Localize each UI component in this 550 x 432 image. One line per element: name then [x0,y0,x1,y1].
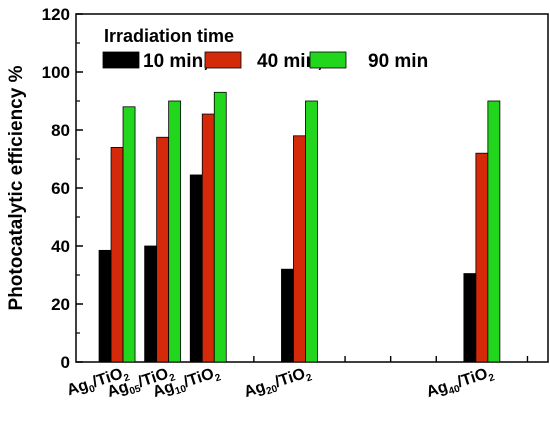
y-tick-label: 20 [51,295,70,314]
bar [305,100,318,363]
bar [122,106,136,363]
category-text: /TiO [455,365,490,391]
bar [189,174,203,363]
category-subscript: 2 [123,372,132,384]
category-subscript: 2 [487,372,496,384]
legend-swatch [309,51,347,69]
y-tick-label: 40 [51,237,70,256]
bar [487,100,501,363]
bars [98,91,501,363]
y-tick-label: 120 [42,5,70,24]
category-subscript: 40 [447,383,461,397]
bar [201,113,215,363]
category-text: Ag [105,378,131,401]
x-category-label: Ag10/TiO2 [151,364,223,404]
category-subscript: 05 [128,383,142,397]
category-text: /TiO [273,365,308,391]
y-tick-label: 60 [51,179,70,198]
legend-title: Irradiation time [104,26,234,46]
x-category-label: Ag40/TiO2 [424,364,496,404]
category-text: /TiO [182,365,217,391]
bar [463,273,477,363]
category-subscript: 10 [174,383,188,397]
bar [281,268,294,363]
legend: Irradiation time 10 min, 40 min, 90 min [102,26,428,72]
category-subscript: 20 [265,383,279,397]
bar [156,136,170,363]
category-text: Ag [65,377,91,400]
category-subscript: 0 [88,383,97,395]
bar [98,249,112,363]
category-subscript: 2 [214,372,223,384]
category-subscript: 2 [305,372,314,384]
bar [293,135,306,363]
legend-label: 40 min, [257,51,322,72]
bar [144,245,158,363]
category-text: Ag [242,378,268,401]
y-tick-label: 0 [61,353,70,372]
category-text: Ag [151,378,177,401]
bar [475,152,489,363]
bar [168,100,182,363]
bar [213,91,227,363]
x-category-label: Ag20/TiO2 [242,364,314,404]
y-tick-label: 80 [51,121,70,140]
legend-swatch [102,51,140,69]
x-axis: Ag0/TiO2Ag05/TiO2Ag10/TiO2Ag20/TiO2Ag40/… [65,356,529,404]
legend-label: 90 min [368,51,428,72]
y-axis: 0 20 40 60 80 100 120 [42,5,83,372]
legend-label: 10 min, [143,51,208,72]
y-axis-title: Photocatalytic efficiency % [6,65,27,310]
y-tick-label: 100 [42,63,70,82]
legend-swatch [204,51,242,69]
bar [110,146,124,363]
category-text: Ag [424,378,450,401]
category-subscript: 2 [168,372,177,384]
